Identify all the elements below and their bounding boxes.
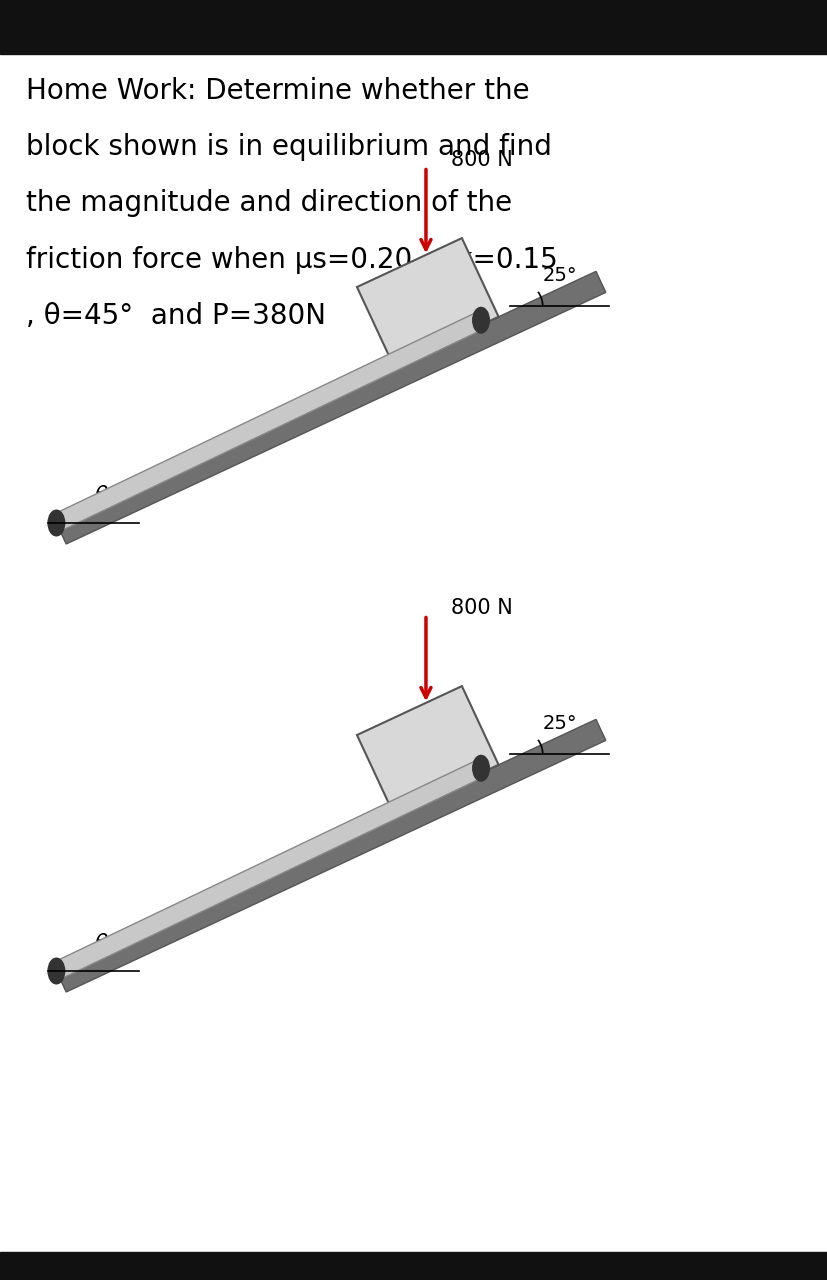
- Text: 800 N: 800 N: [451, 150, 513, 170]
- Circle shape: [48, 511, 65, 536]
- Text: 800 N: 800 N: [451, 598, 513, 618]
- Text: 25°: 25°: [543, 266, 577, 284]
- Text: Home Work: Determine whether the: Home Work: Determine whether the: [26, 77, 530, 105]
- Circle shape: [473, 755, 490, 781]
- Bar: [0, 0, 827, 54]
- Text: $\theta$: $\theta$: [94, 933, 109, 952]
- Circle shape: [473, 307, 490, 333]
- Text: block shown is in equilibrium and find: block shown is in equilibrium and find: [26, 133, 552, 161]
- Text: friction force when μs=0.20 , μk=0.15: friction force when μs=0.20 , μk=0.15: [26, 246, 558, 274]
- Polygon shape: [52, 760, 485, 979]
- Polygon shape: [56, 271, 606, 544]
- Text: , θ=45°  and P=380N: , θ=45° and P=380N: [26, 302, 327, 330]
- Circle shape: [48, 959, 65, 984]
- Polygon shape: [357, 238, 499, 366]
- Polygon shape: [56, 719, 606, 992]
- Text: $\theta$: $\theta$: [94, 485, 109, 504]
- Text: the magnitude and direction of the: the magnitude and direction of the: [26, 189, 513, 218]
- Polygon shape: [357, 686, 499, 814]
- Polygon shape: [52, 312, 485, 531]
- Bar: [0, 1252, 827, 1280]
- Text: 25°: 25°: [543, 714, 577, 732]
